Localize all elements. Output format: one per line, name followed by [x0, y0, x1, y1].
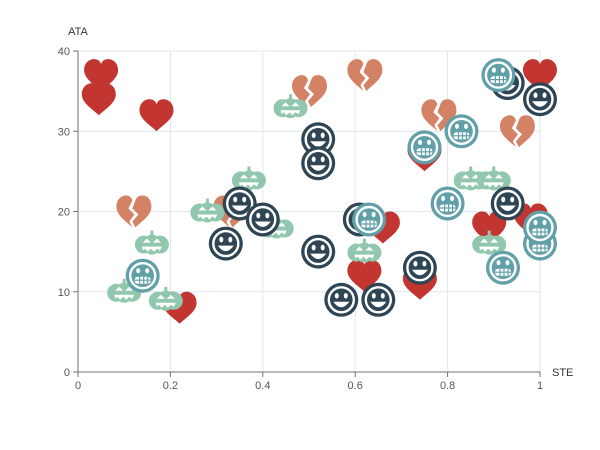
y-tick-label: 0 — [64, 367, 70, 379]
smiley-teal-icon — [523, 210, 557, 245]
broken-heart-icon — [116, 195, 152, 228]
smiley-dark-icon — [402, 250, 437, 285]
heart-icon — [81, 83, 116, 116]
y-axis-label: ATA — [68, 26, 88, 38]
smiley-dark-icon — [324, 282, 359, 317]
y-tick-label: 20 — [58, 207, 70, 219]
pumpkin-icon — [476, 166, 511, 191]
y-tick-label: 40 — [58, 46, 70, 58]
broken-heart-icon — [499, 115, 535, 148]
x-axis-label: STE — [552, 367, 573, 379]
x-tick-label: 0.2 — [163, 380, 178, 392]
smiley-dark-icon — [301, 146, 336, 181]
smiley-teal-icon — [444, 114, 479, 149]
smiley-teal-icon — [125, 258, 160, 293]
smiley-dark-icon — [490, 186, 525, 221]
broken-heart-icon — [347, 59, 383, 92]
smiley-dark-icon — [301, 234, 336, 269]
pumpkin-icon — [347, 238, 382, 263]
heart-icon — [84, 59, 119, 92]
smiley-dark-icon — [301, 122, 336, 157]
smiley-dark-icon — [245, 202, 280, 237]
smiley-teal-icon — [407, 130, 442, 165]
heart-icon — [472, 211, 507, 244]
x-tick-label: 0 — [75, 380, 81, 392]
broken-heart-icon — [292, 75, 327, 108]
pumpkin-icon — [231, 166, 266, 191]
x-tick-label: 1 — [537, 380, 543, 392]
tick-labels: 0 10 20 30 40 0 0.2 0.4 0.6 0.8 1 — [58, 46, 543, 392]
smiley-teal-icon — [430, 186, 465, 221]
smiley-dark-icon — [361, 282, 396, 317]
smiley-dark-icon — [523, 82, 557, 117]
pumpkin-icon — [148, 286, 183, 311]
heart-icon — [523, 59, 557, 92]
broken-heart-icon — [421, 99, 457, 132]
smiley-dark-icon — [208, 226, 243, 261]
pumpkin-icon — [472, 230, 507, 255]
smiley-teal-icon — [481, 58, 516, 93]
pumpkin-icon — [273, 94, 308, 119]
pumpkin-icon — [134, 230, 169, 255]
pumpkin-icon — [190, 198, 225, 223]
x-tick-label: 0.4 — [255, 380, 270, 392]
series-smiley-teal — [125, 58, 557, 293]
x-tick-label: 0.8 — [440, 380, 455, 392]
x-tick-label: 0.6 — [348, 380, 363, 392]
data-points — [81, 58, 557, 324]
smiley-teal-icon — [486, 250, 520, 285]
y-tick-label: 30 — [58, 126, 70, 138]
y-tick-label: 10 — [58, 287, 70, 299]
heart-icon — [139, 99, 174, 132]
smiley-teal-icon — [352, 202, 387, 237]
